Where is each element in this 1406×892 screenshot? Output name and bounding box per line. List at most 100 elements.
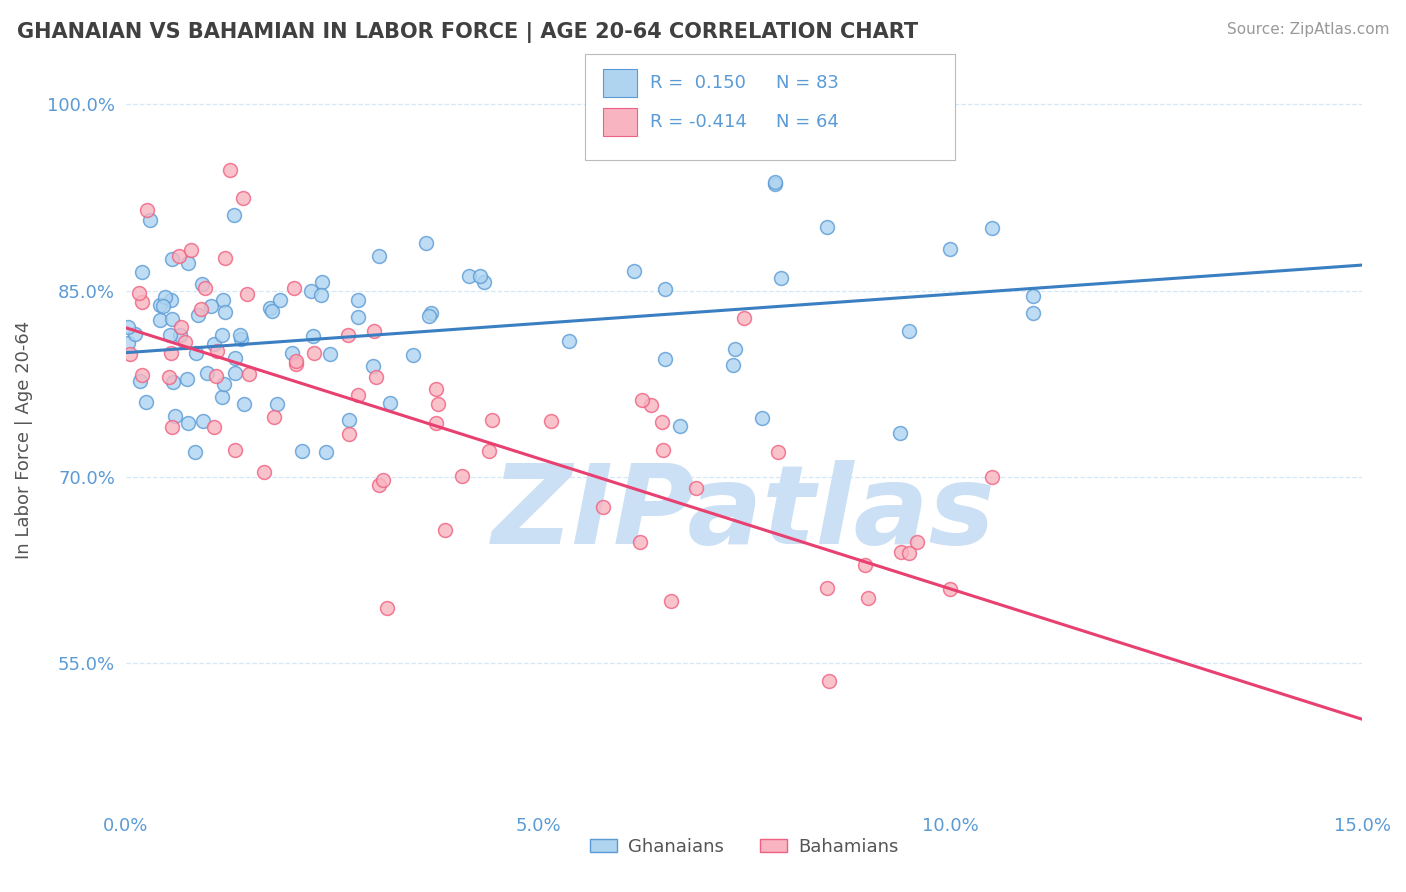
Point [721, 358, 744, 372]
Point [124, 327, 146, 342]
Point [889, 425, 911, 440]
Point [654, 351, 676, 366]
Point [905, 535, 928, 549]
Point [260, 304, 283, 318]
Point [187, 308, 209, 322]
Point [311, 275, 333, 289]
Point [231, 332, 253, 346]
Point [347, 388, 370, 402]
Point [628, 534, 651, 549]
Point [401, 348, 423, 362]
Point [195, 366, 218, 380]
Point [285, 357, 308, 371]
Point [160, 252, 183, 267]
Point [211, 328, 233, 343]
Point [167, 249, 190, 263]
Point [315, 445, 337, 459]
Point [347, 293, 370, 307]
Point [211, 390, 233, 404]
Point [205, 368, 228, 383]
Point [853, 558, 876, 572]
Point [219, 162, 242, 177]
Text: R =  0.150: R = 0.150 [650, 74, 745, 92]
Text: R = -0.414: R = -0.414 [650, 113, 747, 131]
Point [980, 470, 1002, 484]
Point [224, 351, 246, 366]
Point [129, 374, 152, 388]
Point [177, 416, 200, 430]
Point [205, 343, 228, 358]
Point [236, 287, 259, 301]
Point [138, 212, 160, 227]
Point [159, 327, 181, 342]
Point [212, 293, 235, 308]
Point [415, 236, 437, 251]
Point [815, 582, 838, 596]
Point [347, 310, 370, 325]
Point [592, 500, 614, 515]
Point [361, 359, 384, 373]
Point [228, 327, 250, 342]
Point [160, 346, 183, 360]
Point [1022, 289, 1045, 303]
Point [751, 410, 773, 425]
Point [232, 191, 254, 205]
Point [651, 415, 673, 429]
Point [640, 398, 662, 412]
Text: N = 64: N = 64 [776, 113, 839, 131]
Point [224, 443, 246, 458]
Point [283, 281, 305, 295]
Point [117, 335, 139, 350]
Point [425, 382, 447, 396]
Point [631, 393, 654, 408]
Point [468, 268, 491, 283]
Point [898, 546, 921, 560]
Point [425, 416, 447, 430]
Point [733, 310, 755, 325]
Legend: Ghanaians, Bahamians: Ghanaians, Bahamians [583, 831, 905, 863]
Point [117, 320, 139, 334]
Point [368, 250, 391, 264]
Point [253, 465, 276, 479]
Point [184, 445, 207, 459]
Point [118, 347, 141, 361]
Point [337, 427, 360, 442]
Point [318, 347, 340, 361]
Point [224, 366, 246, 380]
Point [433, 523, 456, 537]
Point [815, 219, 838, 234]
Point [165, 409, 187, 423]
Point [418, 309, 440, 323]
Point [190, 301, 212, 316]
Point [766, 445, 789, 459]
Point [363, 324, 385, 338]
Point [558, 334, 581, 348]
Point [668, 418, 690, 433]
Point [149, 298, 172, 312]
Point [291, 443, 314, 458]
Point [420, 305, 443, 319]
Point [153, 290, 176, 304]
Point [478, 443, 501, 458]
Point [939, 582, 962, 596]
Text: N = 83: N = 83 [776, 74, 839, 92]
Point [890, 545, 912, 559]
Point [939, 242, 962, 256]
Point [263, 409, 285, 424]
Point [472, 276, 495, 290]
Point [259, 301, 281, 316]
Point [337, 413, 360, 427]
Point [375, 601, 398, 615]
Point [173, 334, 195, 349]
Point [818, 674, 841, 689]
Point [214, 305, 236, 319]
Point [233, 397, 256, 411]
Point [162, 376, 184, 390]
Point [659, 594, 682, 608]
Point [160, 293, 183, 307]
Point [269, 293, 291, 308]
Point [427, 397, 450, 411]
Point [266, 397, 288, 411]
Point [652, 443, 675, 458]
Point [202, 336, 225, 351]
